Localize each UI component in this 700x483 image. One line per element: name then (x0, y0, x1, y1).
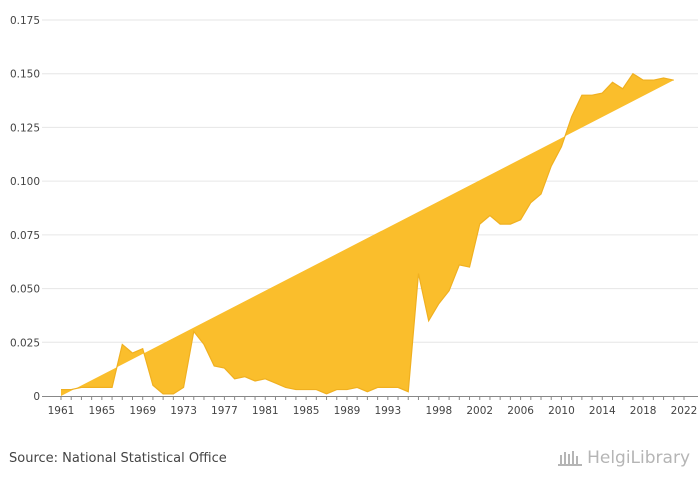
library-icon (558, 451, 583, 466)
y-tick-label: 0.100 (10, 176, 40, 188)
chart-footer: Source: National Statistical Office Helg… (0, 440, 700, 483)
y-tick-label: 0.175 (10, 15, 40, 27)
x-tick-label: 2002 (466, 405, 493, 417)
x-tick-label: 2010 (548, 405, 575, 417)
y-tick-label: 0.025 (10, 337, 40, 349)
chart-area: 0 0.025 0.050 0.075 0.100 0.125 0.150 0.175 1961… (10, 15, 698, 417)
area-series (61, 73, 674, 397)
x-tick-label: 2018 (630, 405, 657, 417)
x-tick-label: 1985 (293, 405, 320, 417)
brand-name: HelgiLibrary (587, 448, 690, 468)
x-tick-label: 1961 (48, 405, 75, 417)
y-tick-label: 0.150 (10, 69, 40, 81)
x-tick-label: 1981 (252, 405, 279, 417)
y-tick-label: 0.075 (10, 230, 40, 242)
x-tick-label: 2006 (507, 405, 534, 417)
area-chart: 0 0.025 0.050 0.075 0.100 0.125 0.150 0.175 1961… (10, 15, 698, 417)
x-tick-label: 1989 (334, 405, 361, 417)
y-tick-label: 0 (33, 391, 40, 403)
x-tick-label: 1965 (88, 405, 115, 417)
x-tick-label: 1977 (211, 405, 238, 417)
x-tick-label: 1973 (170, 405, 197, 417)
y-tick-label: 0.050 (10, 284, 40, 296)
x-tick-label: 1998 (426, 405, 453, 417)
area-outline (61, 72, 674, 395)
y-tick-label: 0.125 (10, 122, 40, 134)
x-tick-label: 1993 (374, 405, 401, 417)
brand-logo[interactable]: HelgiLibrary (557, 448, 690, 468)
x-tick-label: 2022 (671, 405, 698, 417)
x-tick-label: 2014 (589, 405, 616, 417)
source-note: Source: National Statistical Office (9, 451, 227, 466)
x-tick-label: 1969 (129, 405, 156, 417)
